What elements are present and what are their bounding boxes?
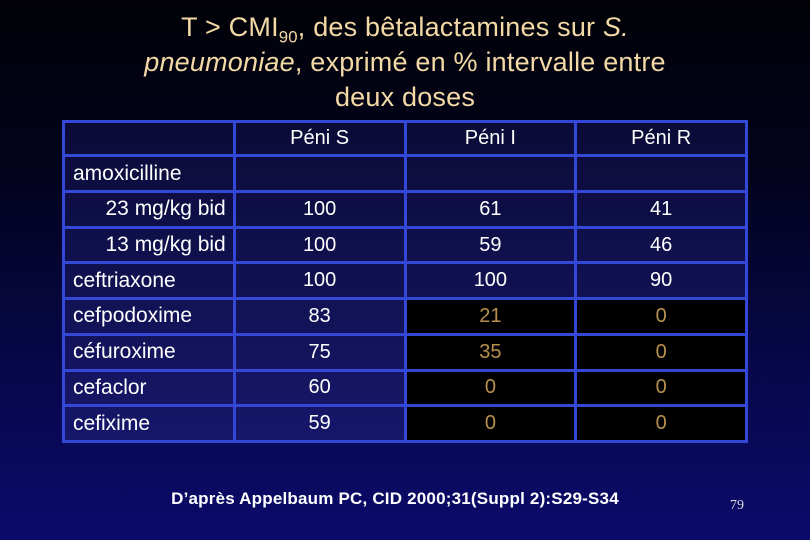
row-label-cell: ceftriaxone <box>62 261 236 301</box>
value-cell: 35 <box>403 332 578 372</box>
value-cell: 0 <box>574 332 748 372</box>
value-cell: 21 <box>403 297 578 336</box>
row-label-cell: cefpodoxime <box>62 297 236 336</box>
value-cell: 100 <box>232 261 407 301</box>
table-header-row: Péni S Péni I Péni R <box>62 119 748 158</box>
slide-title: T > CMI90, des bêtalactamines sur S. pne… <box>0 10 810 115</box>
page-number: 79 <box>730 498 744 513</box>
header-cell-peni-i: Péni I <box>403 119 578 158</box>
value-cell: 100 <box>232 225 407 265</box>
value-cell <box>232 154 407 194</box>
value-cell: 59 <box>232 404 407 443</box>
title-line-1: T > CMI90, des bêtalactamines sur S. <box>181 12 629 47</box>
table-row: ceftriaxone 100 100 90 <box>62 261 748 301</box>
table-row: céfuroxime 75 35 0 <box>62 332 748 372</box>
value-cell: 0 <box>574 368 748 408</box>
value-cell: 0 <box>403 368 578 408</box>
table-row: 23 mg/kg bid 100 61 41 <box>62 190 748 229</box>
title-line-3: deux doses <box>334 82 476 112</box>
citation-text: D’après Appelbaum PC, CID 2000;31(Suppl … <box>171 489 619 508</box>
title-line-2: pneumoniae, exprimé en % intervalle entr… <box>144 47 666 77</box>
value-cell: 60 <box>232 368 407 408</box>
header-cell-peni-s: Péni S <box>232 119 407 158</box>
value-cell: 59 <box>403 225 578 265</box>
value-cell <box>403 154 578 194</box>
value-cell <box>574 154 748 194</box>
value-cell: 75 <box>232 332 407 372</box>
value-cell: 0 <box>574 404 748 443</box>
table-row: 13 mg/kg bid 100 59 46 <box>62 225 748 265</box>
table-row: cefixime 59 0 0 <box>62 404 748 443</box>
value-cell: 46 <box>574 225 748 265</box>
header-cell-empty <box>62 119 236 158</box>
value-cell: 41 <box>574 190 748 229</box>
row-label-cell: 23 mg/kg bid <box>62 190 236 229</box>
value-cell: 0 <box>574 297 748 336</box>
row-label-cell: céfuroxime <box>62 332 236 372</box>
data-table: Péni S Péni I Péni R amoxicilline 23 mg/… <box>62 119 748 443</box>
header-cell-peni-r: Péni R <box>574 119 748 158</box>
value-cell: 90 <box>574 261 748 301</box>
table-row: cefaclor 60 0 0 <box>62 368 748 408</box>
subscript-90: 90 <box>278 27 298 47</box>
table-row: amoxicilline <box>62 154 748 194</box>
row-label-cell: 13 mg/kg bid <box>62 225 236 265</box>
value-cell: 0 <box>403 404 578 443</box>
table-row: cefpodoxime 83 21 0 <box>62 297 748 336</box>
value-cell: 100 <box>232 190 407 229</box>
value-cell: 61 <box>403 190 578 229</box>
row-label-cell: cefaclor <box>62 368 236 408</box>
row-label-cell: amoxicilline <box>62 154 236 194</box>
value-cell: 83 <box>232 297 407 336</box>
row-label-cell: cefixime <box>62 404 236 443</box>
value-cell: 100 <box>403 261 578 301</box>
